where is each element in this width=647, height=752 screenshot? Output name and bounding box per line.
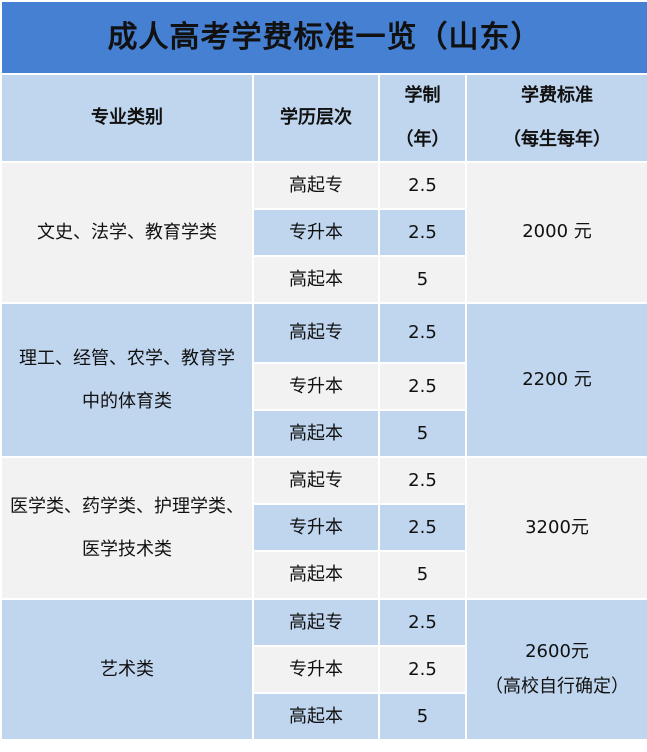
table-title: 成人高考学费标准一览（山东） — [0, 0, 647, 75]
table-row: 高起本 5 — [1, 550, 647, 600]
level-cell: 高起专 — [252, 598, 380, 647]
major-category-cell: 文史、法学、教育学类 — [0, 161, 254, 304]
major-line-2: 医学技术类 — [82, 539, 172, 560]
table-row: 专升本 2.5 — [1, 645, 647, 694]
header-fee: 学费标准 （每生每年） — [465, 73, 647, 163]
table-row: 专升本 2.5 — [1, 362, 647, 411]
fee-note: （高校自行确定） — [485, 675, 629, 697]
level-cell: 高起专 — [252, 456, 380, 505]
table-row: 艺术类 高起专 2.5 2600元 （高校自行确定） — [0, 598, 647, 741]
header-row: 专业类别 学历层次 学制 （年） 学费标准 （每生每年） — [0, 73, 647, 163]
table-row: 医学类、药学类、护理学类、 医学技术类 高起专 2.5 3200元 — [0, 456, 647, 600]
table-row: 高起本 5 — [1, 409, 647, 458]
fee-cell: 3200元 — [465, 456, 647, 600]
table-row: 高起本 5 — [1, 255, 647, 304]
fee-cell: 2600元 （高校自行确定） — [465, 598, 647, 741]
fee-amount: 3200元 — [525, 516, 589, 538]
years-cell: 5 — [378, 409, 467, 458]
years-cell: 5 — [378, 692, 467, 741]
table-row: 理工、经管、农学、教育学 中的体育类 高起专 2.5 2200 元 — [0, 302, 647, 458]
major-line-1: 艺术类 — [100, 658, 154, 680]
years-cell: 2.5 — [378, 645, 467, 694]
years-cell: 5 — [378, 255, 467, 304]
years-cell: 2.5 — [378, 456, 467, 505]
level-cell: 高起本 — [252, 409, 380, 458]
level-cell: 高起本 — [252, 550, 380, 600]
header-fee-l2: （每生每年） — [503, 129, 611, 150]
major-line-2: 中的体育类 — [82, 391, 172, 412]
years-cell: 2.5 — [378, 598, 467, 647]
major-category-cell: 艺术类 — [0, 598, 254, 741]
level-cell: 高起本 — [252, 255, 380, 304]
header-duration-l1: 学制 — [404, 85, 441, 107]
header-major: 专业类别 — [0, 73, 254, 163]
level-cell: 高起本 — [252, 692, 380, 741]
level-cell: 专升本 — [252, 208, 380, 257]
years-cell: 2.5 — [378, 161, 467, 210]
fee-amount: 2000 元 — [522, 221, 592, 243]
fee-cell: 2200 元 — [465, 302, 647, 458]
major-line-1: 文史、法学、教育学类 — [37, 221, 217, 243]
header-duration-l2: （年） — [395, 129, 450, 150]
years-cell: 2.5 — [378, 362, 467, 411]
header-fee-l1: 学费标准 — [521, 85, 593, 107]
level-cell: 专升本 — [252, 362, 380, 411]
major-line-1: 理工、经管、农学、教育学 — [19, 347, 235, 369]
level-cell: 专升本 — [252, 503, 380, 552]
table-row: 专升本 2.5 — [1, 503, 647, 552]
years-cell: 2.5 — [378, 302, 467, 364]
level-cell: 专升本 — [252, 645, 380, 694]
table-row: 文史、法学、教育学类 高起专 2.5 2000 元 — [0, 161, 647, 304]
years-cell: 2.5 — [378, 503, 467, 552]
fee-cell: 2000 元 — [465, 161, 647, 304]
years-cell: 2.5 — [378, 208, 467, 257]
fee-amount: 2200 元 — [522, 368, 592, 390]
level-cell: 高起专 — [252, 161, 380, 210]
level-cell: 高起专 — [252, 302, 380, 364]
major-category-cell: 理工、经管、农学、教育学 中的体育类 — [0, 302, 254, 458]
table-row: 专升本 2.5 — [1, 208, 647, 257]
major-category-cell: 医学类、药学类、护理学类、 医学技术类 — [0, 456, 254, 600]
fee-amount: 2600元 — [525, 641, 589, 663]
major-line-1: 医学类、药学类、护理学类、 — [10, 495, 244, 517]
header-level: 学历层次 — [252, 73, 380, 163]
table-row: 高起本 5 — [1, 692, 647, 741]
years-cell: 5 — [378, 550, 467, 600]
header-duration: 学制 （年） — [378, 73, 467, 163]
